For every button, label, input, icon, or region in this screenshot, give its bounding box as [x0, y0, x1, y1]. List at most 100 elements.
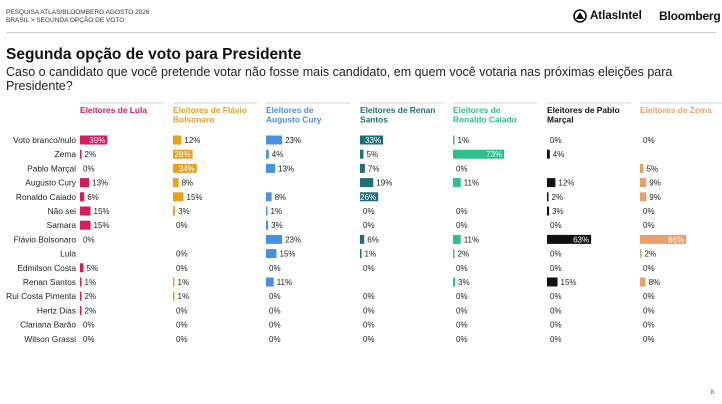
bar [266, 163, 276, 173]
column-header: Eleitores de Pablo [547, 105, 620, 115]
survey-header: PESQUISA ATLAS/BLOOMBERG AGOSTO 2026 BRA… [6, 9, 150, 25]
column-header: Eleitores de [266, 105, 314, 115]
bar [640, 192, 647, 202]
data-label: 0% [269, 264, 281, 273]
bar [547, 234, 592, 244]
data-label: 0% [83, 321, 95, 330]
bar [360, 149, 364, 159]
breadcrumb: BRASIL > SEGUNDA OPÇÃO DE VOTO [6, 17, 125, 24]
row-label: Samara [47, 220, 77, 230]
data-label: 0% [550, 264, 562, 273]
data-label: 1% [271, 207, 283, 216]
data-label: 0% [550, 292, 562, 301]
bar [547, 277, 558, 287]
bar [173, 277, 175, 287]
bar [453, 277, 456, 287]
data-label: 1% [85, 278, 97, 287]
data-label: 26% [360, 193, 376, 202]
bar [453, 249, 455, 259]
data-label: 0% [83, 164, 95, 173]
data-label: 0% [456, 207, 468, 216]
atlasintel-logo-text: AtlasIntel [590, 10, 642, 22]
bar [360, 135, 384, 145]
data-label: 0% [643, 136, 655, 145]
bar [173, 135, 182, 145]
column-header: Eleitores de Zema [640, 105, 712, 115]
bar [640, 234, 687, 244]
data-label: 0% [550, 321, 562, 330]
data-label: 23% [285, 136, 301, 145]
data-label: 0% [550, 306, 562, 315]
bar [360, 249, 362, 259]
data-label: 1% [178, 278, 190, 287]
data-label: 33% [365, 136, 381, 145]
data-label: 7% [368, 164, 380, 173]
bar [80, 178, 90, 188]
data-label: 13% [278, 164, 294, 173]
data-label: 0% [363, 306, 375, 315]
data-label: 0% [456, 164, 468, 173]
data-label: 0% [363, 207, 375, 216]
data-label: 4% [272, 150, 284, 159]
data-label: 6% [367, 235, 379, 244]
data-label: 15% [94, 221, 110, 230]
row-label: Ronaldo Caiado [16, 192, 76, 202]
row-label: Não sei [48, 206, 77, 216]
data-label: 23% [285, 235, 301, 244]
data-label: 0% [643, 207, 655, 216]
bar [80, 149, 82, 159]
bar [453, 234, 461, 244]
data-label: 0% [550, 136, 562, 145]
atlasintel-logo: AtlasIntel [573, 9, 642, 23]
data-label: 28% [175, 150, 191, 159]
data-label: 9% [649, 193, 661, 202]
data-label: 63% [573, 235, 589, 244]
bar [453, 149, 505, 159]
bar [360, 163, 365, 173]
data-label: 2% [552, 193, 564, 202]
data-label: 19% [376, 179, 392, 188]
bar [80, 192, 85, 202]
bar [266, 277, 274, 287]
bar [360, 178, 374, 188]
data-label: 0% [550, 221, 562, 230]
data-label: 1% [458, 136, 470, 145]
data-label: 0% [643, 306, 655, 315]
data-label: 0% [363, 221, 375, 230]
data-label: 4% [553, 150, 565, 159]
bar [266, 135, 283, 145]
data-label: 0% [550, 250, 562, 259]
data-label: 2% [85, 292, 97, 301]
bar [453, 135, 455, 145]
data-label: 0% [643, 321, 655, 330]
bar [640, 277, 646, 287]
bar [266, 149, 269, 159]
data-label: 73% [486, 150, 502, 159]
data-label: 34% [179, 164, 195, 173]
data-label: 0% [456, 335, 468, 344]
row-label: Edmilson Costa [17, 263, 76, 273]
bar [360, 192, 379, 202]
data-label: 13% [92, 179, 108, 188]
data-label: 0% [456, 306, 468, 315]
data-label: 0% [363, 335, 375, 344]
data-label: 3% [271, 221, 283, 230]
data-label: 0% [176, 306, 188, 315]
row-label: Pablo Marçal [27, 163, 76, 173]
data-label: 8% [275, 193, 287, 202]
page-title: Segunda opção de voto para Presidente [6, 46, 302, 63]
data-label: 8% [182, 179, 194, 188]
row-label: Wilson Grassi [24, 334, 76, 344]
data-label: 0% [363, 264, 375, 273]
data-label: 0% [269, 306, 281, 315]
data-label: 0% [176, 264, 188, 273]
data-label: 1% [365, 250, 377, 259]
bar [173, 149, 193, 159]
data-label: 15% [94, 207, 110, 216]
column-header: Eleitores de Lula [80, 105, 147, 115]
data-label: 11% [464, 235, 479, 244]
data-label: 3% [458, 278, 470, 287]
data-label: 5% [647, 164, 659, 173]
data-label: 0% [269, 321, 281, 330]
